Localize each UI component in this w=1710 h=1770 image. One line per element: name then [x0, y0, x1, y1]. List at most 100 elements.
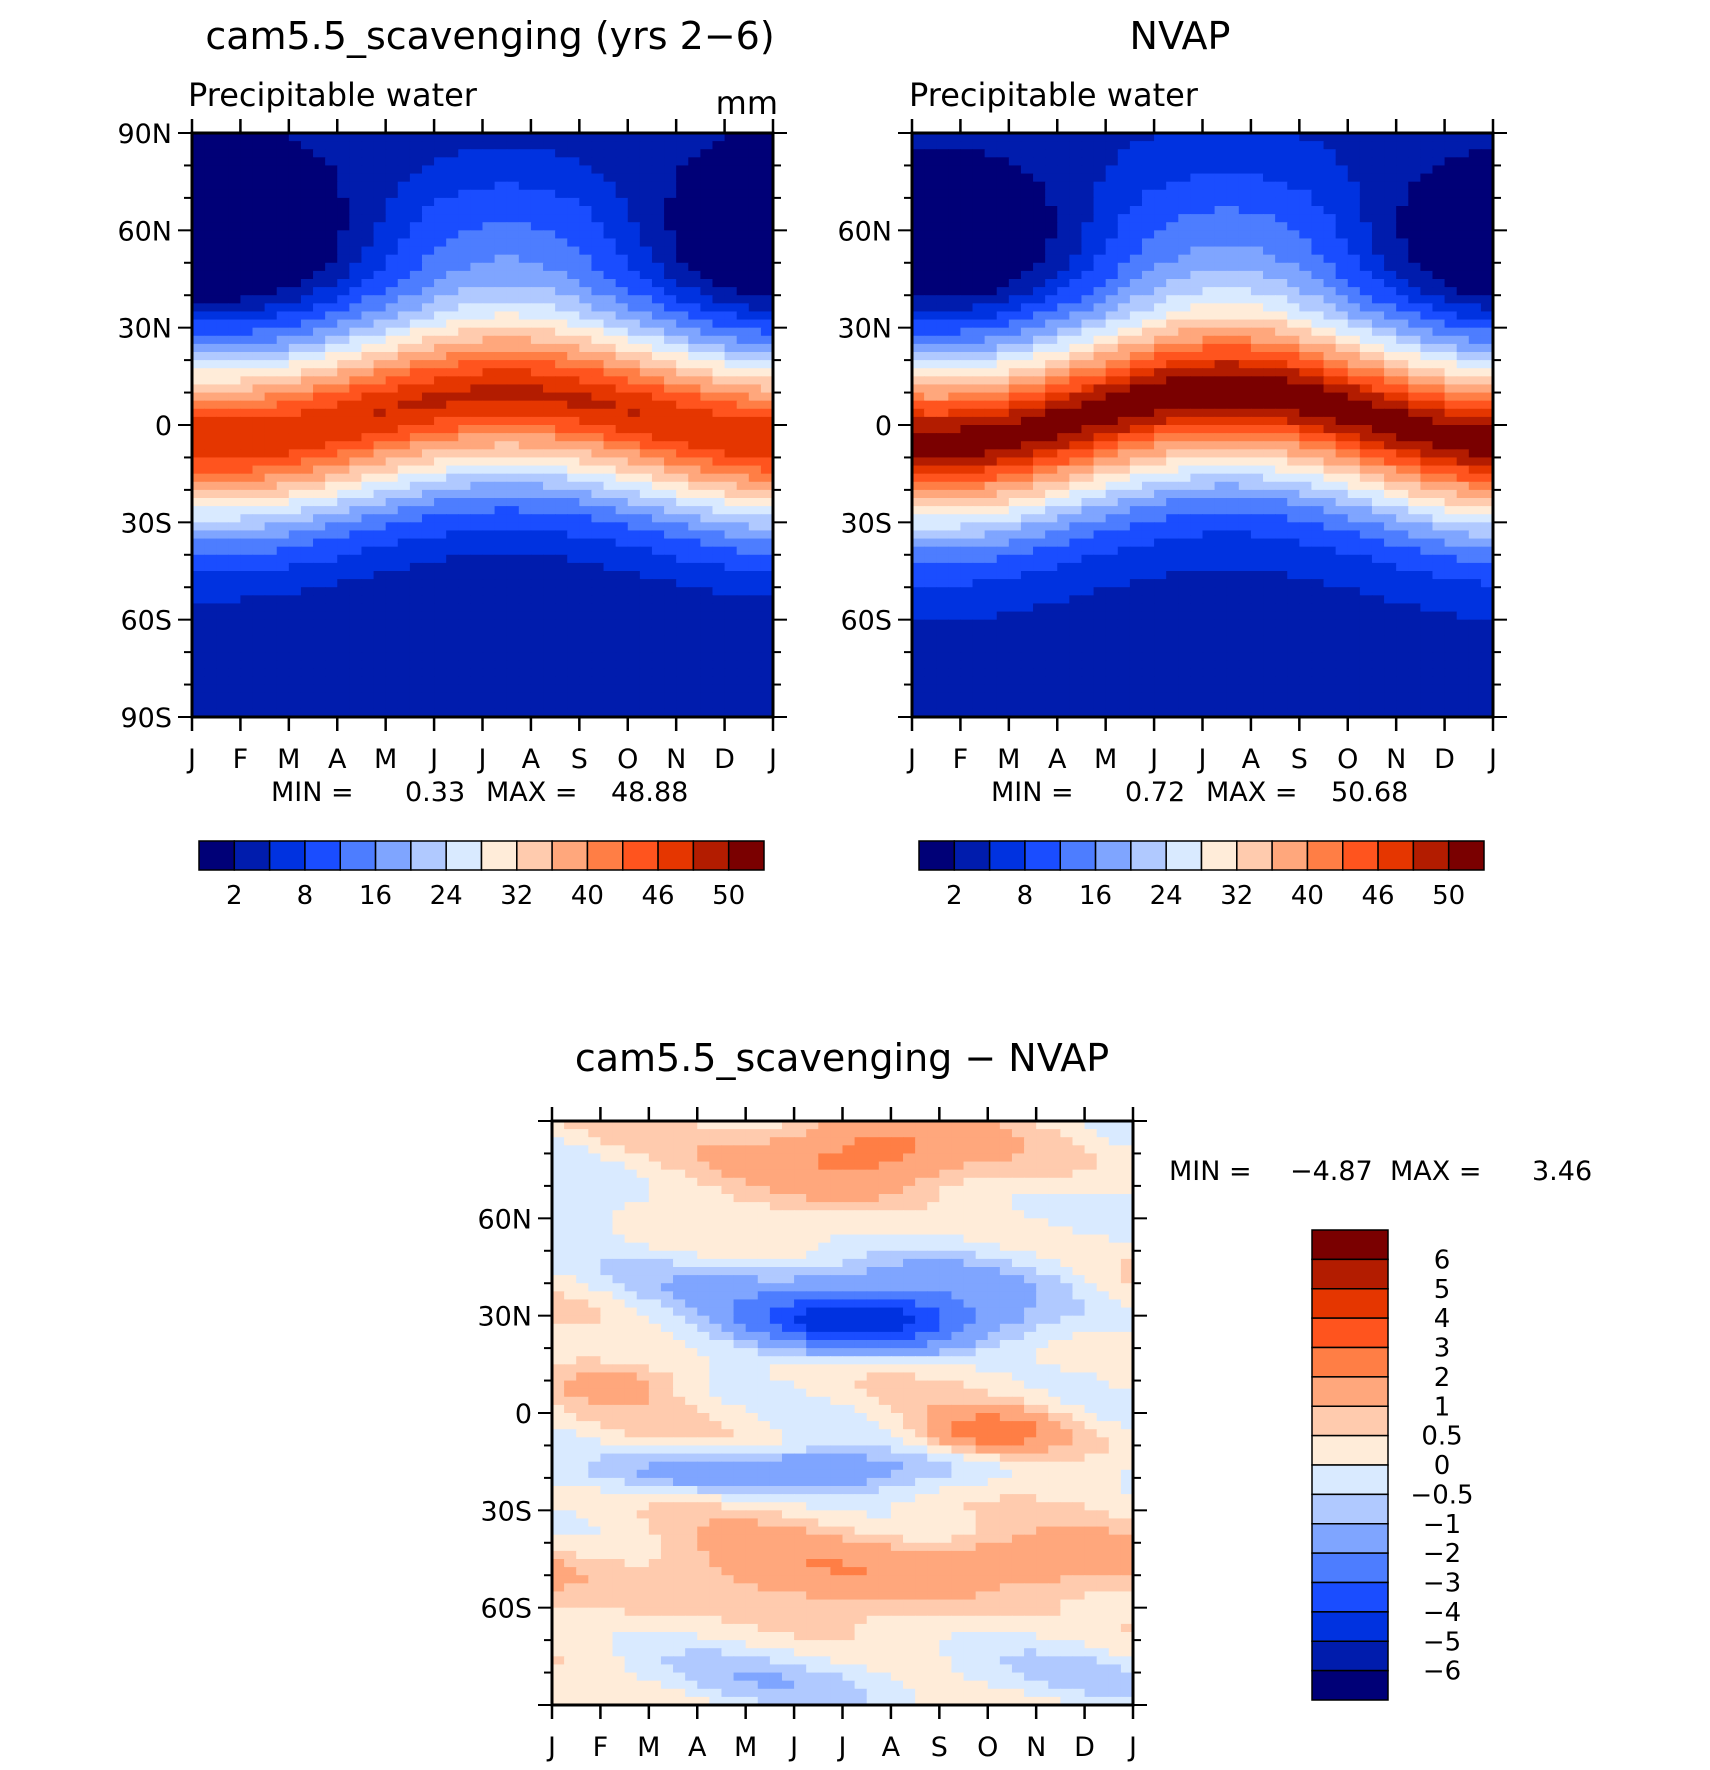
- contour-cell: [676, 222, 689, 231]
- contour-cell: [1371, 335, 1385, 345]
- contour-cell: [373, 700, 387, 710]
- contour-cell: [385, 360, 399, 369]
- contour-cell: [760, 165, 774, 175]
- contour-cell: [506, 238, 520, 248]
- contour-cell: [518, 644, 532, 653]
- contour-cell: [972, 287, 986, 296]
- contour-cell: [724, 368, 738, 377]
- contour-cell: [639, 692, 653, 702]
- contour-cell: [228, 506, 242, 515]
- contour-cell: [530, 660, 544, 669]
- contour-cell: [192, 660, 205, 669]
- contour-cell: [325, 230, 338, 240]
- contour-cell: [760, 279, 774, 288]
- contour-cell: [1250, 189, 1264, 199]
- contour-cell: [300, 262, 314, 272]
- contour-cell: [240, 530, 254, 540]
- contour-cell: [216, 644, 229, 653]
- contour-cell: [506, 173, 520, 183]
- contour-cell: [494, 652, 508, 661]
- contour-cell: [615, 303, 629, 313]
- contour-cell: [760, 408, 774, 418]
- contour-cell: [361, 611, 375, 621]
- contour-cell: [1214, 279, 1228, 288]
- contour-cell: [506, 287, 520, 296]
- contour-cell: [724, 311, 738, 321]
- contour-cell: [264, 595, 278, 605]
- contour-cell: [421, 408, 435, 418]
- contour-cell: [1093, 173, 1107, 183]
- contour-cell: [397, 189, 411, 199]
- contour-cell: [1444, 133, 1458, 142]
- contour-cell: [421, 668, 435, 678]
- contour-cell: [530, 498, 544, 507]
- contour-cell: [240, 368, 254, 377]
- contour-cell: [724, 498, 738, 507]
- contour-cell: [676, 538, 689, 548]
- contour-cell: [216, 327, 229, 337]
- contour-cell: [1468, 262, 1482, 272]
- contour-cell: [192, 416, 205, 426]
- panel-title: cam5.5_scavenging (yrs 2−6): [205, 14, 774, 58]
- contour-cell: [543, 392, 556, 402]
- contour-cell: [361, 141, 375, 150]
- contour-cell: [506, 270, 520, 280]
- contour-cell: [936, 311, 949, 321]
- contour-cell: [615, 327, 629, 337]
- contour-cell: [627, 279, 641, 288]
- contour-cell: [984, 335, 998, 345]
- contour-cell: [337, 222, 350, 231]
- contour-cell: [240, 303, 254, 313]
- contour-cell: [996, 343, 1010, 353]
- contour-cell: [458, 246, 471, 256]
- contour-cell: [724, 433, 738, 442]
- contour-cell: [724, 554, 738, 564]
- contour-cell: [313, 392, 326, 402]
- contour-cell: [960, 295, 974, 304]
- contour-cell: [1287, 173, 1300, 183]
- contour-cell: [264, 473, 278, 483]
- contour-cell: [1263, 303, 1276, 313]
- contour-cell: [397, 384, 411, 394]
- contour-cell: [712, 571, 726, 580]
- contour-cell: [1154, 327, 1167, 337]
- contour-cell: [409, 279, 423, 288]
- contour-cell: [651, 141, 665, 150]
- contour-cell: [615, 441, 629, 450]
- contour-cell: [676, 133, 689, 142]
- contour-cell: [1456, 360, 1470, 369]
- contour-cell: [373, 660, 387, 669]
- contour-cell: [192, 538, 205, 548]
- contour-cell: [1384, 181, 1397, 191]
- contour-cell: [1299, 181, 1313, 191]
- contour-cell: [313, 141, 326, 150]
- colorbar-swatch: [198, 840, 236, 871]
- contour-cell: [664, 652, 677, 661]
- contour-cell: [288, 327, 302, 337]
- contour-cell: [397, 343, 411, 353]
- contour-cell: [924, 197, 937, 207]
- contour-cell: [506, 206, 520, 215]
- contour-cell: [349, 498, 363, 507]
- contour-cell: [434, 611, 447, 621]
- contour-cell: [736, 133, 750, 142]
- contour-cell: [349, 392, 363, 402]
- contour-cell: [639, 579, 653, 588]
- contour-cell: [688, 206, 701, 215]
- contour-cell: [1057, 214, 1070, 223]
- contour-cell: [470, 498, 484, 507]
- contour-cell: [1129, 165, 1143, 175]
- contour-cell: [736, 327, 750, 337]
- contour-cell: [664, 400, 677, 410]
- contour-cell: [724, 133, 738, 142]
- contour-cell: [1202, 181, 1216, 191]
- colorbar-swatch: [233, 840, 271, 871]
- contour-cell: [627, 368, 641, 377]
- contour-cell: [325, 352, 338, 361]
- contour-cell: [700, 579, 714, 588]
- contour-cell: [458, 206, 471, 215]
- contour-cell: [264, 368, 278, 377]
- contour-cell: [264, 214, 278, 223]
- contour-cell: [676, 514, 689, 523]
- contour-field: [912, 133, 1494, 718]
